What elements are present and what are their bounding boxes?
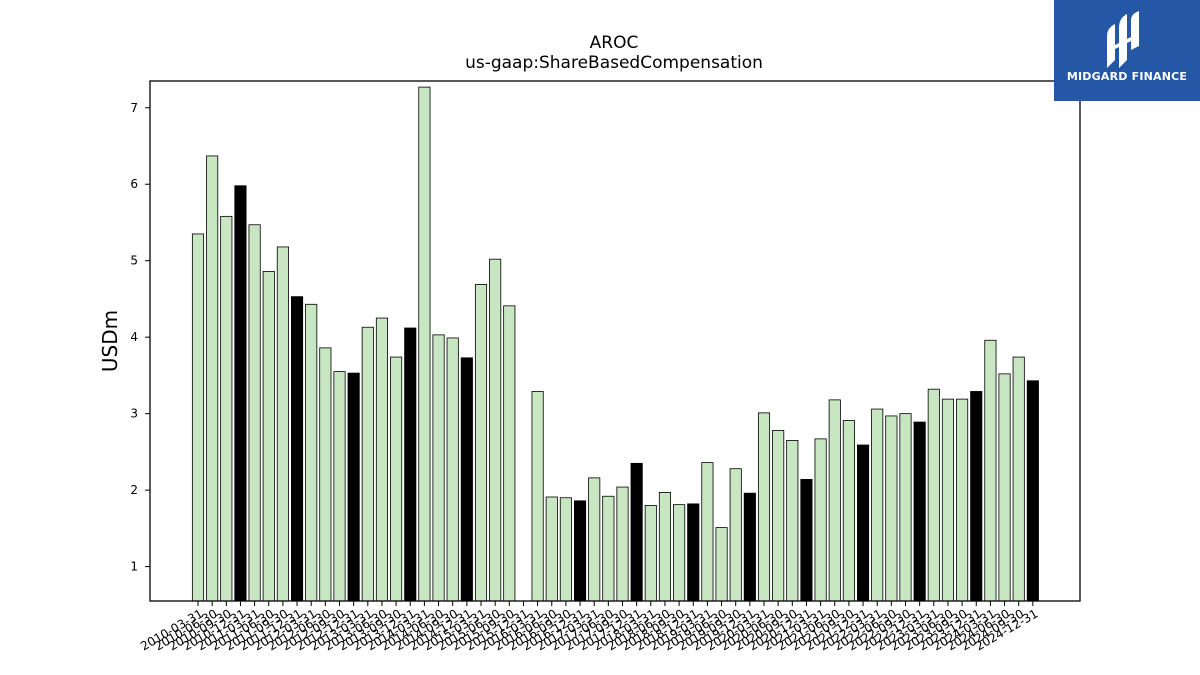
bar-2012-06-30 — [319, 347, 332, 602]
bar-2016-09-30 — [559, 497, 572, 602]
bar-2010-03-31 — [191, 233, 205, 602]
bar-2012-03-31 — [305, 303, 318, 602]
y-tick-label-1: 1 — [130, 560, 138, 574]
y-tick-label-7: 7 — [130, 101, 138, 115]
bar-2019-03-31 — [701, 462, 714, 602]
bar-2019-09-30 — [729, 468, 742, 602]
bar-2017-12-31 — [630, 462, 643, 602]
bar-2015-03-31 — [474, 284, 488, 602]
plot-frame — [149, 80, 1081, 602]
bar-2018-09-30 — [673, 504, 686, 602]
bar-2011-03-31 — [248, 224, 261, 602]
chart-subtitle: us-gaap:ShareBasedCompensation — [465, 53, 763, 73]
bar-2024-09-30 — [1012, 356, 1025, 602]
bar-2013-09-30 — [390, 356, 403, 602]
y-tick-label-6: 6 — [130, 177, 138, 191]
bar-2018-06-30 — [658, 492, 671, 602]
bar-2011-12-31 — [290, 296, 304, 602]
x-axis: 2010-03-312010-06-302010-09-302010-12-31… — [138, 601, 1040, 653]
bar-2022-09-30 — [899, 413, 912, 602]
brand-name: MIDGARD FINANCE — [1066, 70, 1188, 83]
y-axis-label: USDm — [98, 310, 122, 372]
bar-2017-06-30 — [602, 495, 615, 602]
bar-2020-06-30 — [772, 430, 785, 602]
y-tick-label-4: 4 — [130, 330, 138, 344]
bar-2014-09-30 — [446, 337, 459, 602]
bar-2015-09-30 — [503, 305, 516, 602]
bar-2019-06-30 — [715, 527, 728, 602]
brand-logo: MIDGARD FINANCE — [1054, 0, 1200, 101]
bar-2022-03-31 — [871, 408, 884, 602]
bar-2022-12-31 — [913, 421, 926, 602]
bar-2010-09-30 — [220, 215, 233, 602]
bar-2023-12-31 — [970, 391, 983, 602]
bar-2017-03-31 — [588, 477, 601, 602]
bar-2023-06-30 — [941, 398, 954, 602]
bar-2023-09-30 — [956, 398, 969, 602]
bar-2021-06-30 — [828, 399, 841, 602]
bar-2013-12-31 — [404, 327, 417, 602]
bars-group — [191, 86, 1039, 602]
bar-2021-12-31 — [857, 444, 870, 602]
bar-2024-12-31 — [1026, 380, 1039, 602]
y-tick-label-5: 5 — [130, 254, 138, 268]
bar-2014-06-30 — [432, 334, 445, 602]
bar-2014-12-31 — [460, 357, 473, 602]
bar-2020-09-30 — [786, 440, 799, 602]
bar-2024-06-30 — [998, 373, 1011, 602]
y-axis: 1 2 3 4 5 6 7 — [130, 101, 150, 574]
bar-2022-06-30 — [885, 415, 898, 602]
bar-2016-12-31 — [574, 500, 587, 602]
bar-2013-06-30 — [375, 317, 388, 602]
bar-2020-12-31 — [800, 479, 813, 602]
bar-2019-12-31 — [743, 492, 756, 602]
bar-2017-09-30 — [616, 486, 629, 602]
bar-2010-06-30 — [206, 155, 219, 602]
bar-2024-03-31 — [984, 339, 997, 602]
bar-2018-12-31 — [687, 503, 700, 602]
bar-2023-03-31 — [927, 388, 940, 602]
bar-2011-09-30 — [276, 246, 289, 602]
midgard-logo-icon — [1107, 11, 1139, 68]
bar-2014-03-31 — [418, 86, 431, 602]
chart-title: AROC — [590, 33, 639, 53]
bar-2018-03-31 — [644, 505, 657, 602]
bar-2021-03-31 — [814, 438, 827, 602]
bar-2015-06-30 — [489, 258, 502, 602]
bar-2021-09-30 — [842, 420, 855, 602]
bar-2010-12-31 — [234, 185, 247, 602]
bar-2016-06-30 — [545, 496, 558, 602]
bar-2011-06-30 — [262, 271, 275, 602]
bar-2012-09-30 — [333, 371, 346, 602]
bar-2013-03-31 — [361, 326, 374, 602]
bar-2020-03-31 — [757, 412, 771, 602]
bar-2012-12-31 — [347, 372, 360, 602]
y-tick-label-2: 2 — [130, 483, 138, 497]
y-tick-label-3: 3 — [130, 407, 138, 421]
bar-2016-03-31 — [531, 391, 544, 602]
